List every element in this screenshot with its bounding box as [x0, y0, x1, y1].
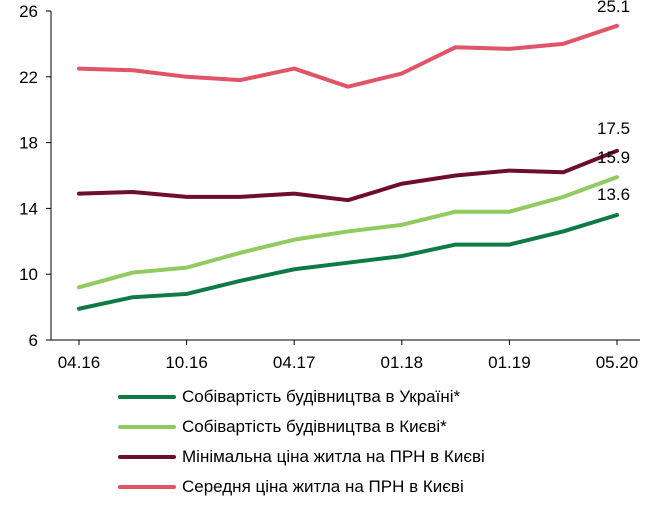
chart-legend: Собівартість будівництва в Україні* Собів… — [118, 382, 485, 502]
legend-swatch — [118, 455, 176, 459]
legend-label: Собівартість будівництва в Україні* — [182, 387, 461, 406]
legend-swatch — [118, 425, 176, 429]
legend-swatch — [118, 485, 176, 489]
y-tick-labels: 6 10 14 18 22 26 — [19, 2, 51, 350]
end-data-label: 17.5 — [597, 119, 630, 138]
x-tick-label: 10.16 — [165, 353, 208, 372]
y-tick-label: 22 — [19, 68, 38, 87]
y-tick-label: 18 — [19, 134, 38, 153]
x-tick-label: 01.18 — [381, 353, 424, 372]
series-line-0 — [77, 212, 619, 311]
series-line-2 — [77, 148, 619, 203]
legend-label: Мінімальна ціна житла на ПРН в Києві — [182, 447, 485, 466]
x-tick-label: 04.16 — [58, 353, 101, 372]
end-data-label: 25.1 — [597, 0, 630, 16]
end-data-label: 13.6 — [597, 185, 630, 204]
legend-item: Мінімальна ціна житла на ПРН в Києві — [118, 442, 485, 472]
end-data-label: 15.9 — [597, 148, 630, 167]
legend-swatch — [118, 395, 176, 399]
series-lines — [77, 23, 619, 311]
series-line-3 — [77, 23, 619, 89]
x-tick-label: 05.20 — [596, 353, 639, 372]
line-chart: 6 10 14 18 22 26 04.16 10.16 04.17 01.18 01.19 05.… — [19, 0, 640, 372]
y-tick-label: 14 — [19, 199, 38, 218]
x-tick-label: 01.19 — [488, 353, 531, 372]
x-tick-label: 04.17 — [273, 353, 316, 372]
series-line-1 — [77, 175, 619, 290]
legend-label: Середня ціна житла на ПРН в Києві — [182, 477, 464, 496]
legend-label: Собівартість будівництва в Києві* — [182, 417, 447, 436]
y-tick-label: 26 — [19, 2, 38, 21]
legend-item: Собівартість будівництва в Києві* — [118, 412, 485, 442]
data-labels: 13.6 15.9 17.5 25.1 — [597, 0, 630, 204]
y-tick-label: 6 — [29, 331, 38, 350]
x-tick-labels: 04.16 10.16 04.17 01.18 01.19 05.20 — [58, 340, 639, 372]
legend-item: Собівартість будівництва в Україні* — [118, 382, 485, 412]
legend-item: Середня ціна житла на ПРН в Києві — [118, 472, 485, 502]
y-tick-label: 10 — [19, 265, 38, 284]
